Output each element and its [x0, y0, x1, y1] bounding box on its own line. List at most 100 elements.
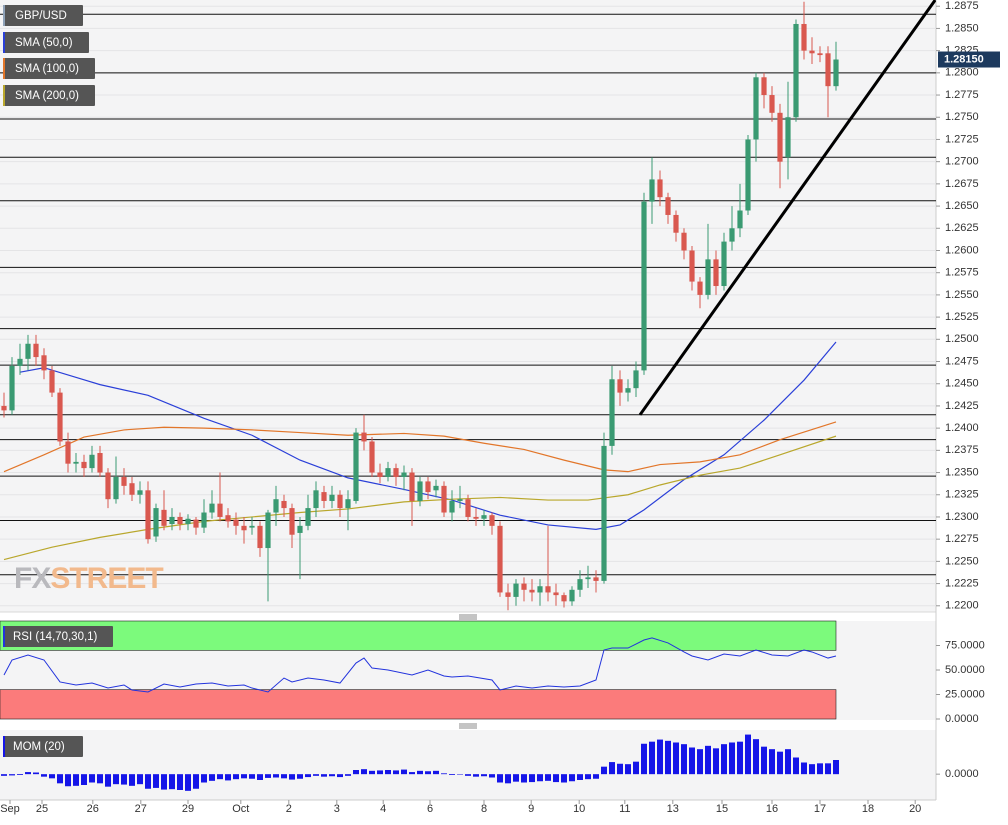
- mom-bar: [409, 772, 415, 775]
- y-tick-label: 1.2800: [945, 67, 979, 79]
- candle-body: [369, 441, 375, 473]
- mom-bar: [385, 770, 391, 775]
- candle-body: [33, 343, 39, 358]
- x-tick-label: 10: [573, 803, 585, 815]
- y-tick-label: 1.2625: [945, 222, 979, 234]
- legend-item[interactable]: SMA (50,0): [3, 32, 89, 53]
- candle-body: [593, 577, 599, 581]
- candle-body: [289, 508, 295, 535]
- legend-item[interactable]: GBP/USD: [3, 5, 83, 26]
- candle-body: [825, 53, 831, 87]
- mom-bar: [1, 774, 7, 776]
- candle-body: [465, 499, 471, 517]
- x-tick-label: 9: [528, 803, 534, 815]
- mom-bar: [113, 774, 119, 785]
- mom-bar: [513, 774, 519, 782]
- candle-body: [321, 492, 327, 501]
- mom-bar: [425, 771, 431, 775]
- legend-item[interactable]: SMA (200,0): [3, 85, 95, 106]
- candle-body: [569, 589, 575, 602]
- candle-body: [433, 485, 439, 491]
- candle-body: [121, 476, 127, 486]
- candle-body: [625, 388, 631, 393]
- candle-body: [497, 525, 503, 593]
- candle-body: [137, 490, 143, 495]
- mom-bar: [153, 774, 159, 788]
- resize-handle[interactable]: [459, 614, 477, 620]
- candle-body: [257, 525, 263, 549]
- candle-body: [521, 583, 527, 590]
- y-tick-label: 1.2225: [945, 577, 979, 589]
- candle-body: [73, 461, 79, 464]
- x-tick-label: 4: [380, 803, 386, 815]
- mom-bar: [337, 774, 343, 778]
- mom-bar: [313, 774, 319, 776]
- mom-bar: [697, 749, 703, 775]
- mom-bar: [737, 741, 743, 775]
- mom-bar: [689, 747, 695, 775]
- mom-bar: [137, 774, 143, 785]
- mom-bar: [785, 749, 791, 775]
- indicator-label[interactable]: RSI (14,70,30,1): [3, 626, 113, 647]
- candle-body: [177, 516, 183, 525]
- mom-bar: [265, 774, 271, 778]
- y-tick-label: 1.2600: [945, 244, 979, 256]
- mom-bar: [25, 772, 31, 775]
- y-tick-label: 1.2300: [945, 511, 979, 523]
- candle-body: [481, 515, 487, 519]
- candle-body: [761, 77, 767, 96]
- candle-body: [209, 503, 215, 513]
- y-tick-label: 0.0000: [945, 768, 979, 780]
- x-tick-label: Sep: [0, 803, 20, 815]
- legend-label: GBP/USD: [15, 10, 67, 22]
- x-tick-label: 27: [135, 803, 147, 815]
- band: [0, 620, 837, 651]
- candle-body: [9, 365, 15, 411]
- mom-bar: [753, 739, 759, 775]
- candle-body: [441, 485, 447, 513]
- mom-bar: [9, 774, 15, 776]
- mom-bar: [705, 745, 711, 775]
- x-tick-label: 15: [716, 803, 728, 815]
- mom-bar: [185, 774, 191, 791]
- resize-handle[interactable]: [459, 723, 477, 729]
- candle-body: [417, 481, 423, 501]
- candle-body: [409, 472, 415, 501]
- legend-label: SMA (50,0): [15, 37, 73, 49]
- legend-item[interactable]: SMA (100,0): [3, 58, 95, 79]
- candle-body: [609, 379, 615, 446]
- indicator-label[interactable]: MOM (20): [3, 736, 83, 757]
- y-tick-label: 50.0000: [945, 664, 985, 676]
- candle-body: [665, 197, 671, 215]
- y-tick-label: 1.2475: [945, 355, 979, 367]
- x-tick-label: 3: [334, 803, 340, 815]
- mom-bar: [633, 761, 639, 775]
- mom-bar: [65, 774, 71, 787]
- x-tick-label: 11: [619, 803, 630, 815]
- y-tick-label: 75.0000: [945, 639, 985, 651]
- candle-body: [265, 512, 271, 549]
- last-price-box: [938, 51, 1000, 68]
- mom-bar: [745, 734, 751, 775]
- y-tick-label: 1.2850: [945, 22, 979, 34]
- y-tick-label: 1.2750: [945, 111, 979, 123]
- candle-body: [225, 515, 231, 522]
- mom-bar: [497, 774, 503, 783]
- candle-body: [729, 228, 735, 242]
- candle-body: [113, 476, 119, 500]
- candle-body: [377, 472, 383, 477]
- candle-body: [241, 525, 247, 531]
- candle-body: [337, 494, 343, 509]
- mom-bar: [433, 770, 439, 775]
- mom-bar: [49, 774, 55, 779]
- candle-body: [633, 370, 639, 389]
- mom-bar: [801, 762, 807, 775]
- candle-body: [129, 483, 135, 495]
- candle-body: [817, 53, 823, 56]
- y-tick-label: 1.2425: [945, 400, 979, 412]
- mom-bar: [769, 749, 775, 775]
- y-tick-label: 1.2675: [945, 178, 979, 190]
- x-tick-label: 29: [182, 803, 194, 815]
